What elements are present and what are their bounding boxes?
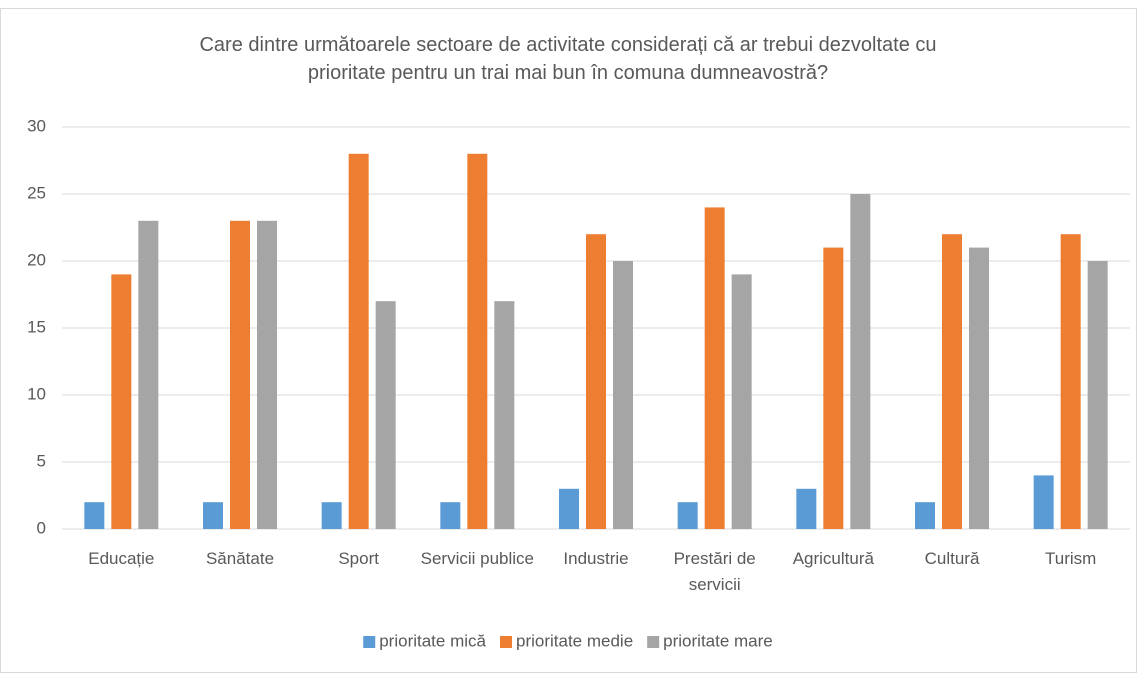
bar [494,301,515,529]
bar [586,234,606,529]
legend-swatch [499,636,512,648]
bar [440,502,461,529]
legend-swatch [647,636,660,648]
x-tick-label: Agricultură [793,549,875,568]
bar [230,220,250,530]
bar [677,502,698,529]
bar [942,234,962,529]
bar [850,194,871,529]
bar [111,274,132,529]
y-tick-label: 0 [37,518,46,537]
bar [375,301,396,529]
bar [823,247,844,529]
legend-label: prioritate medie [516,631,633,650]
x-tick-label: Cultură [925,549,980,568]
bar [84,502,105,529]
legend-label: prioritate mică [379,631,486,650]
bar [1087,261,1108,529]
chart-title: Care dintre următoarele sectoare de acti… [199,34,936,84]
y-tick-label: 30 [27,116,46,135]
x-tick-label: Prestări de servicii [674,549,756,594]
bar [1033,475,1054,529]
y-tick-label: 20 [27,250,46,269]
x-tick-label: Servicii publice [421,549,534,568]
bar [348,153,369,530]
bar [704,207,725,529]
bar [257,220,277,530]
bar [559,488,579,529]
bar [969,247,989,529]
legend-label: prioritate mare [663,631,773,650]
legend-swatch [363,636,376,648]
y-tick-label: 5 [37,451,46,470]
bar [138,220,159,530]
x-tick-label: Sport [338,549,379,568]
bar [731,274,752,529]
x-tick-label: Industrie [563,549,628,568]
y-tick-label: 10 [27,384,46,403]
bar [1060,234,1081,529]
bar [321,502,342,529]
x-tick-label: Sănătate [206,549,274,568]
bar [796,488,817,529]
bar [467,153,488,530]
bar [613,261,633,529]
y-tick-label: 25 [27,183,46,202]
x-tick-label: Turism [1045,549,1096,568]
chart-border [0,8,1137,673]
x-tick-label: Educație [88,549,154,568]
y-tick-label: 15 [27,317,46,336]
bar [915,502,935,529]
bar [203,502,223,529]
